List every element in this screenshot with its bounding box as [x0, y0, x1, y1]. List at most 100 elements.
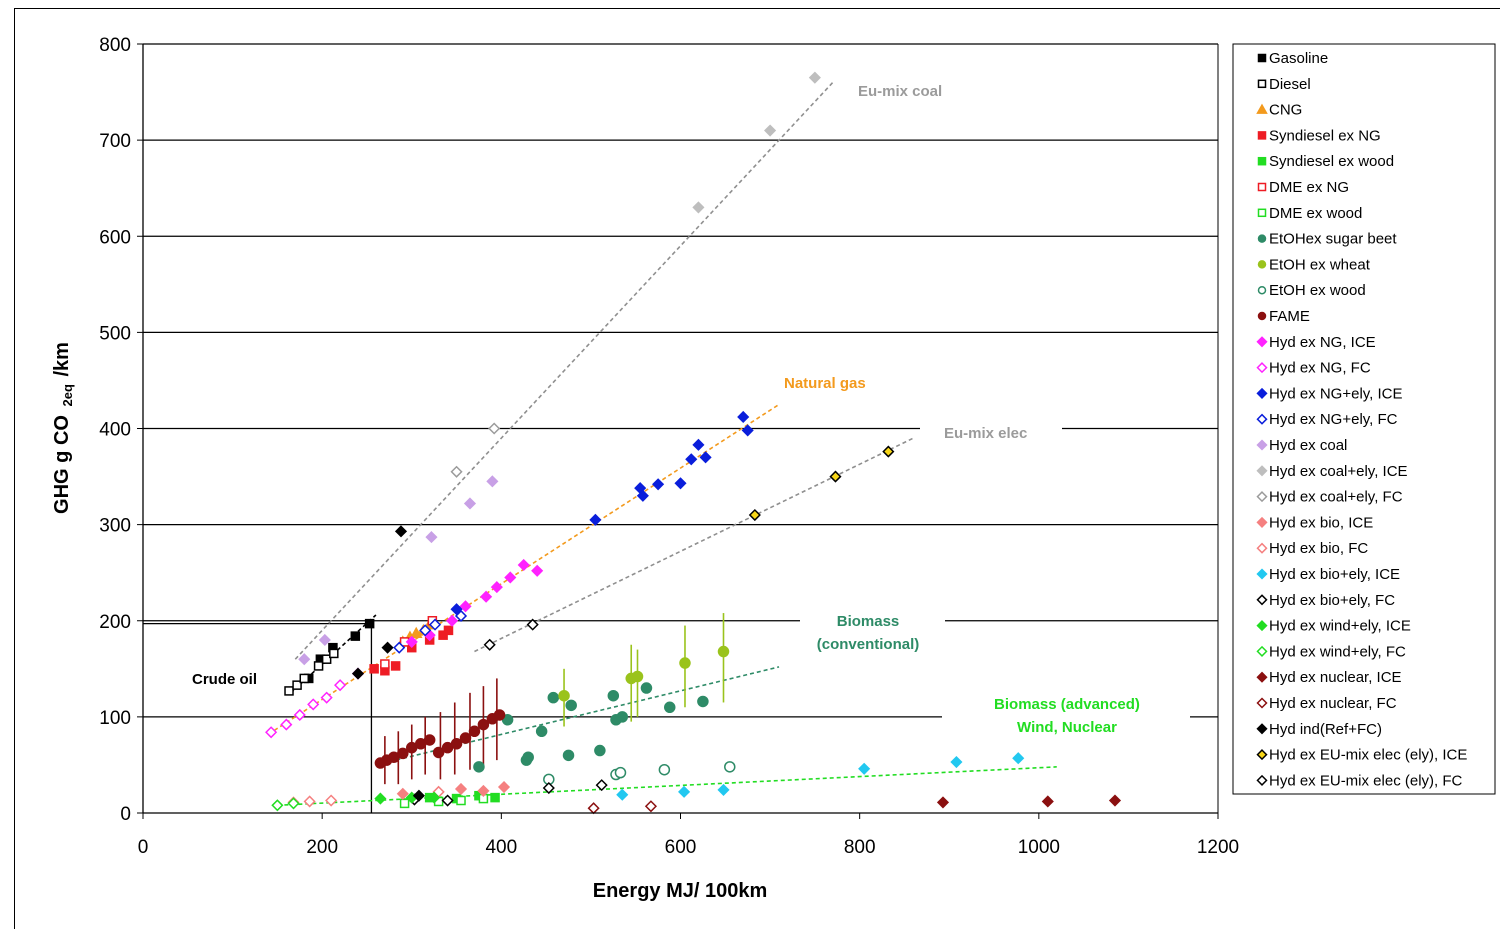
y-tick-label-400: 400 [99, 420, 131, 441]
legend-marker-hyd-ex-ng-ely-ice [1256, 387, 1268, 399]
point-hyd-ex-nuclear-ice-0 [936, 796, 950, 809]
x-tick-label-600: 600 [665, 837, 697, 858]
point-hyd-ex-ng-ely-ice-7 [692, 438, 705, 451]
point-fame-10 [459, 732, 472, 744]
point-etohex-sugar-beet-7 [565, 699, 577, 712]
point-fame-12 [477, 718, 490, 731]
point-hyd-ex-ng-ely-ice-6 [685, 453, 698, 466]
annotation-natural-gas: Natural gas [784, 375, 866, 392]
point-fame-9 [450, 738, 463, 750]
point-syndiesel-ex-wood-3 [490, 792, 500, 803]
legend-label-etohex-sugar-beet: EtOHex sugar beet [1269, 231, 1397, 248]
point-fame-6 [423, 734, 436, 746]
legend-box [1232, 43, 1496, 795]
legend-marker-dme-ex-ng [1257, 182, 1267, 192]
legend-label-diesel: Diesel [1269, 76, 1311, 93]
x-tick-label-1000: 1000 [1018, 837, 1060, 858]
point-diesel-4 [321, 654, 332, 664]
x-tick-label-800: 800 [844, 837, 876, 858]
point-hyd-ex-bio-ice-4 [497, 780, 511, 794]
point-hyd-ex-ng-fc-4 [320, 691, 333, 704]
point-hyd-ex-ng-ely-ice-0 [450, 603, 463, 616]
point-etohex-sugar-beet-8 [594, 744, 606, 757]
point-hyd-ex-ng-ely-ice-1 [589, 513, 602, 526]
legend-item-hyd-ex-bio-fc: Hyd ex bio, FC [1256, 540, 1368, 557]
trendlines [267, 81, 1057, 807]
legend-item-hyd-ex-ng-ely-fc: Hyd ex NG+ely, FC [1256, 411, 1398, 428]
point-etoh-ex-wood-2 [614, 766, 627, 779]
trendline-eu-mix-elec [474, 437, 914, 653]
legend-marker-hyd-ex-coal-ely-fc [1256, 491, 1268, 503]
point-hyd-ex-nuclear-fc-0 [587, 802, 600, 815]
x-tick-label-400: 400 [485, 837, 517, 858]
point-hyd-ex-bio-ely-ice-0 [616, 788, 629, 801]
annotation-biomass-advanced: Biomass (advanced) [994, 696, 1140, 713]
point-hyd-ex-ng-ely-ice-10 [741, 424, 754, 437]
point-diesel-2 [299, 673, 309, 684]
legend-label-hyd-ex-bio-ely-ice: Hyd ex bio+ely, ICE [1269, 566, 1400, 583]
legend-label-hyd-ex-nuclear-fc: Hyd ex nuclear, FC [1269, 695, 1397, 712]
annotation-eu-mix-elec: Eu-mix elec [944, 425, 1027, 442]
point-etohex-sugar-beet-14 [697, 695, 709, 708]
y-axis-label-unit: /km [51, 342, 73, 376]
legend-marker-cng [1256, 103, 1268, 114]
point-hyd-ex-bio-ely-ice-1 [678, 785, 691, 798]
legend-marker-hyd-ex-coal-ely-ice [1256, 465, 1268, 477]
legend-item-hyd-ind-ref-fc: Hyd ind(Ref+FC) [1256, 721, 1382, 738]
point-hyd-ex-ng-ely-fc-2 [428, 618, 442, 631]
legend-label-syndiesel-ex-ng: Syndiesel ex NG [1269, 127, 1381, 144]
annotation-wind-nuclear: Wind, Nuclear [1017, 719, 1117, 736]
legend-item-hyd-ex-bio-ely-ice: Hyd ex bio+ely, ICE [1256, 566, 1400, 583]
point-hyd-ind-ref-fc-3 [412, 789, 425, 802]
point-hyd-ex-coal-ely-ice-2 [808, 71, 821, 84]
annotation-crude-oil: Crude oil [192, 671, 257, 688]
legend-item-etoh-ex-wood: EtOH ex wood [1257, 282, 1366, 299]
legend-label-hyd-ex-nuclear-ice: Hyd ex nuclear, ICE [1269, 669, 1402, 686]
point-hyd-ex-ng-fc-0 [265, 726, 278, 739]
legend-marker-hyd-ex-ng-ice [1256, 336, 1268, 348]
point-fame-14 [493, 709, 506, 721]
point-hyd-ex-eu-mix-elec-ely-fc-0 [483, 638, 496, 651]
legend-item-hyd-ex-bio-ely-fc: Hyd ex bio+ely, FC [1256, 592, 1395, 609]
legend-marker-hyd-ex-eu-mix-elec-ely-ice [1256, 749, 1268, 761]
y-tick-label-0: 0 [120, 804, 131, 825]
point-syndiesel-ex-ng-5 [438, 630, 448, 640]
annotation-biomass: Biomass [837, 613, 900, 630]
point-dme-ex-wood-2 [456, 795, 466, 806]
point-hyd-ex-ng-ice-0 [405, 635, 418, 648]
point-hyd-ex-bio-ely-fc-1 [441, 794, 454, 807]
legend-marker-hyd-ex-bio-ice [1256, 516, 1268, 528]
legend-label-hyd-ex-bio-ely-fc: Hyd ex bio+ely, FC [1269, 592, 1395, 609]
point-hyd-ex-eu-mix-elec-ely-ice-2 [882, 445, 895, 458]
point-hyd-ex-nuclear-ice-1 [1041, 795, 1054, 808]
legend-marker-diesel [1257, 79, 1267, 89]
point-hyd-ex-eu-mix-elec-ely-ice-0 [748, 508, 761, 522]
point-hyd-ex-wind-ely-ice-2 [428, 791, 441, 804]
point-diesel-5 [329, 648, 339, 659]
point-etohex-sugar-beet-13 [664, 701, 676, 714]
legend-label-hyd-ex-wind-ely-fc: Hyd ex wind+ely, FC [1269, 643, 1406, 660]
point-hyd-ex-wind-ely-fc-1 [287, 797, 300, 810]
point-hyd-ind-ref-fc-0 [351, 667, 365, 680]
legend-item-syndiesel-ex-wood: Syndiesel ex wood [1257, 153, 1394, 170]
point-hyd-ex-coal-0 [298, 653, 311, 666]
point-hyd-ex-ng-ely-ice-9 [737, 410, 750, 424]
axes: 0 100 200 300 400 500 600 700 800 0 200 400 600 800 10… [99, 35, 1239, 858]
legend-label-hyd-ex-ng-fc: Hyd ex NG, FC [1269, 360, 1371, 377]
point-fame-7 [432, 746, 445, 759]
point-etohex-sugar-beet-12 [640, 682, 653, 694]
legend-marker-hyd-ex-ng-fc [1256, 362, 1268, 374]
legend-marker-etoh-ex-wood [1257, 285, 1267, 295]
legend-marker-hyd-ex-bio-ely-fc [1256, 594, 1268, 606]
point-syndiesel-ex-ng-6 [443, 625, 454, 636]
legend-marker-hyd-ex-ng-ely-fc [1256, 413, 1268, 425]
legend-marker-hyd-ex-nuclear-fc [1256, 697, 1268, 709]
point-etohex-sugar-beet-4 [535, 725, 548, 738]
point-hyd-ex-coal-4 [486, 475, 499, 488]
point-hyd-ex-ng-fc-3 [307, 698, 320, 711]
point-hyd-ex-bio-ely-ice-5 [1012, 752, 1025, 765]
point-hyd-ex-nuclear-fc-1 [644, 800, 657, 813]
legend-item-hyd-ex-ng-fc: Hyd ex NG, FC [1256, 360, 1371, 377]
legend-marker-gasoline [1257, 53, 1267, 63]
x-axis-label: Energy MJ/ 100km [593, 880, 768, 902]
